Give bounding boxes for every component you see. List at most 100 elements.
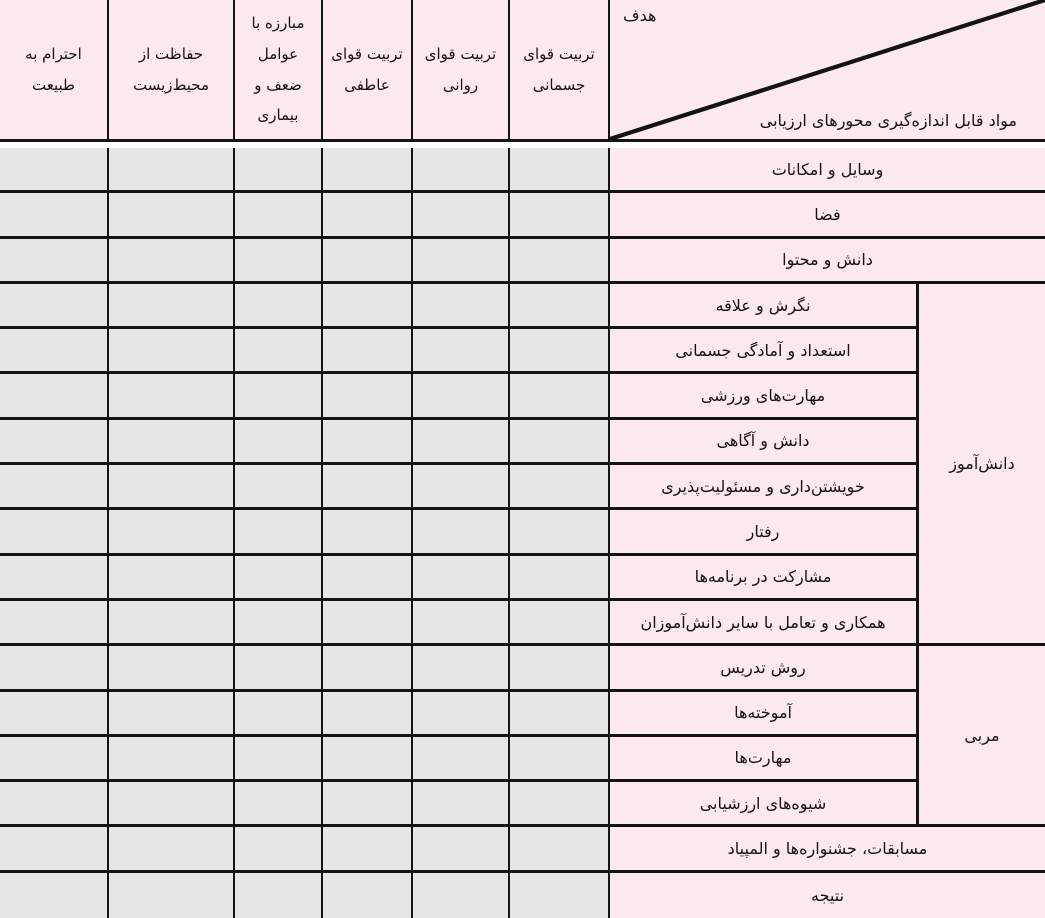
score-cell <box>0 148 107 194</box>
score-cell <box>508 419 608 466</box>
score-cell <box>107 465 233 511</box>
row-label: روش تدریس <box>608 646 916 692</box>
goal-header-physical: تربیت قوای جسمانی <box>508 0 608 142</box>
score-cell <box>321 329 411 375</box>
score-cell <box>0 465 107 511</box>
score-cell <box>321 736 411 783</box>
score-cell <box>411 600 508 647</box>
score-cell <box>321 782 411 828</box>
row-label: دانش و محتوا <box>608 238 1045 284</box>
row-label: وسایل و امکانات <box>608 148 1045 194</box>
score-cell <box>0 283 107 330</box>
score-cell <box>233 646 321 692</box>
score-cell <box>321 148 411 194</box>
score-cell <box>321 691 411 737</box>
score-cell <box>321 827 411 873</box>
score-cell <box>411 148 508 194</box>
score-cell <box>0 782 107 828</box>
score-cell <box>508 827 608 873</box>
score-cell <box>508 782 608 828</box>
score-cell <box>411 374 508 420</box>
score-cell <box>508 600 608 647</box>
score-cell <box>411 646 508 692</box>
score-cell <box>107 782 233 828</box>
score-cell <box>321 646 411 692</box>
score-cell <box>508 238 608 284</box>
score-cell <box>508 736 608 783</box>
row-label: مهارت‌های ورزشی <box>608 374 916 420</box>
score-cell <box>233 691 321 737</box>
score-cell <box>107 872 233 918</box>
score-cell <box>508 374 608 420</box>
score-cell <box>411 510 508 556</box>
score-cell <box>233 510 321 556</box>
score-cell <box>508 329 608 375</box>
score-cell <box>107 148 233 194</box>
score-cell <box>508 691 608 737</box>
score-cell <box>107 238 233 284</box>
score-cell <box>0 329 107 375</box>
score-cell <box>233 827 321 873</box>
score-cell <box>233 872 321 918</box>
score-cell <box>107 510 233 556</box>
score-cell <box>0 646 107 692</box>
goal-header-mental: تربیت قوای روانی <box>411 0 508 142</box>
row-label: شیوه‌های ارزشیابی <box>608 782 916 828</box>
score-cell <box>411 691 508 737</box>
score-cell <box>0 691 107 737</box>
corner-goal-label: هدف <box>623 6 657 25</box>
score-cell <box>411 872 508 918</box>
score-cell <box>321 238 411 284</box>
score-cell <box>411 419 508 466</box>
goal-header-fight-weakness: مبارزه با عوامل ضعف و بیماری <box>233 0 321 142</box>
score-cell <box>321 374 411 420</box>
score-cell <box>233 374 321 420</box>
score-cell <box>107 691 233 737</box>
score-cell <box>321 510 411 556</box>
row-label: نتیجه <box>608 872 1045 918</box>
row-label: استعداد و آمادگی جسمانی <box>608 329 916 375</box>
diagonal-divider-line <box>610 0 1045 139</box>
score-cell <box>233 736 321 783</box>
goal-header-environment: حفاظت از محیط‌زیست <box>107 0 233 142</box>
score-cell <box>233 329 321 375</box>
score-cell <box>107 193 233 239</box>
score-cell <box>233 782 321 828</box>
row-label: آموخته‌ها <box>608 691 916 737</box>
score-cell <box>107 374 233 420</box>
score-cell <box>0 193 107 239</box>
score-cell <box>508 510 608 556</box>
score-cell <box>508 872 608 918</box>
row-label: مسابقات، جشنواره‌ها و المپیاد <box>608 827 1045 873</box>
row-label: دانش و آگاهی <box>608 419 916 466</box>
score-cell <box>411 827 508 873</box>
score-cell <box>411 193 508 239</box>
score-cell <box>107 827 233 873</box>
score-cell <box>233 419 321 466</box>
score-cell <box>233 555 321 601</box>
score-cell <box>233 600 321 647</box>
row-label: رفتار <box>608 510 916 556</box>
goal-header-respect-nature: احترام به طبیعت <box>0 0 107 142</box>
score-cell <box>0 827 107 873</box>
score-cell <box>321 555 411 601</box>
score-cell <box>508 148 608 194</box>
score-cell <box>411 238 508 284</box>
row-label: خویشتن‌داری و مسئولیت‌پذیری <box>608 465 916 511</box>
score-cell <box>233 283 321 330</box>
row-label: همکاری و تعامل با سایر دانش‌آموزان <box>608 600 916 647</box>
score-cell <box>0 374 107 420</box>
score-cell <box>508 465 608 511</box>
score-cell <box>411 329 508 375</box>
score-cell <box>0 600 107 647</box>
score-cell <box>411 782 508 828</box>
score-cell <box>233 238 321 284</box>
score-cell <box>233 148 321 194</box>
score-cell <box>508 555 608 601</box>
score-cell <box>233 465 321 511</box>
corner-header: هدف مواد قابل اندازه‌گیری محورهای ارزیاب… <box>608 0 1045 142</box>
score-cell <box>0 510 107 556</box>
score-cell <box>0 736 107 783</box>
row-label: فضا <box>608 193 1045 239</box>
